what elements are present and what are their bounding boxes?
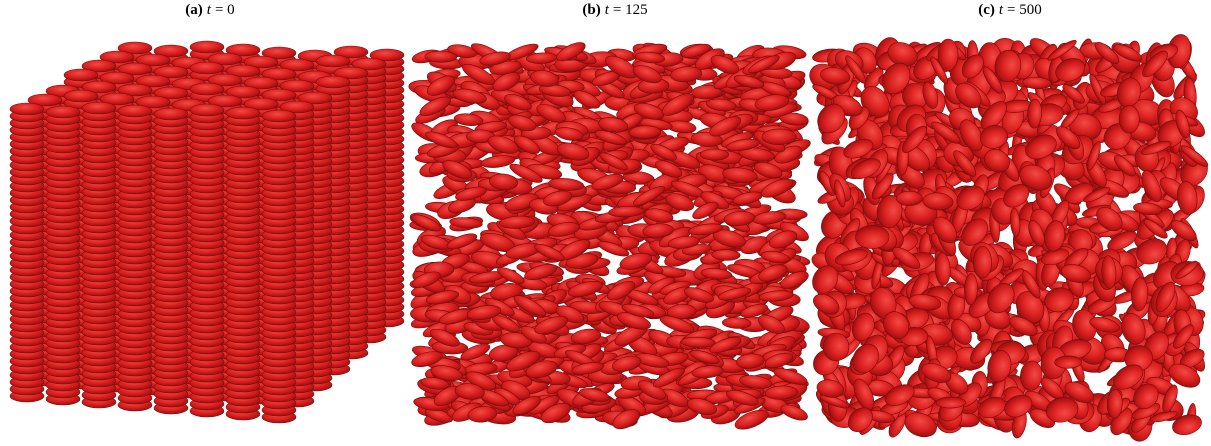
panel-b bbox=[408, 39, 813, 433]
cell bbox=[762, 129, 797, 145]
cell bbox=[226, 107, 260, 119]
cell bbox=[316, 76, 350, 88]
cell bbox=[64, 69, 98, 81]
cell bbox=[64, 90, 98, 102]
cell bbox=[316, 55, 350, 67]
cell bbox=[262, 110, 296, 122]
cell bbox=[118, 105, 152, 117]
cell bbox=[46, 106, 80, 118]
panel-a bbox=[10, 41, 404, 423]
cell bbox=[936, 397, 965, 408]
cell bbox=[10, 103, 44, 115]
figure: (a)t= 0 (b)t= 125 (c)t= 500 (() => { con… bbox=[0, 0, 1211, 446]
cell bbox=[1119, 105, 1139, 133]
cell bbox=[700, 149, 729, 160]
cell bbox=[1054, 356, 1081, 369]
cell bbox=[190, 62, 224, 74]
cell-render bbox=[0, 0, 1211, 446]
cell bbox=[190, 83, 224, 95]
cell bbox=[896, 191, 922, 205]
panel-c bbox=[805, 32, 1211, 441]
cell bbox=[154, 108, 188, 120]
cell bbox=[82, 102, 116, 114]
cell bbox=[190, 41, 224, 53]
cell bbox=[973, 246, 992, 278]
cell bbox=[190, 104, 224, 116]
